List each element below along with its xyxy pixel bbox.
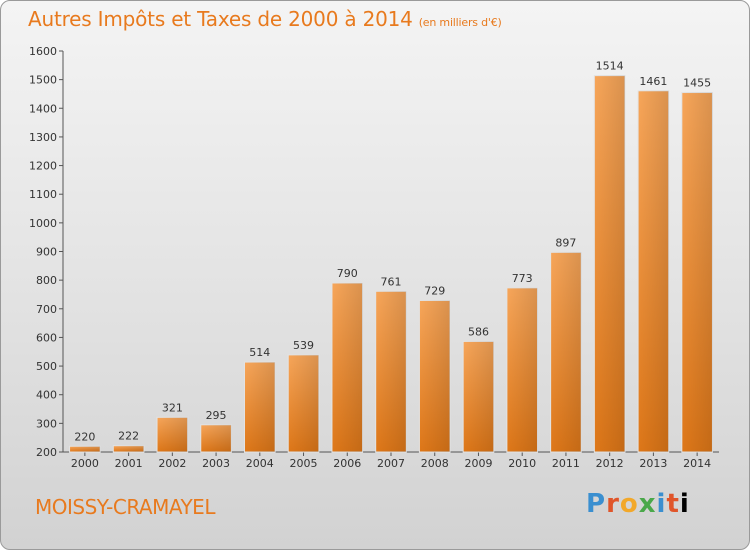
x-tick-label: 2000 bbox=[71, 457, 99, 470]
y-tick-label: 500 bbox=[36, 360, 57, 373]
chart-unit-note: (en milliers d'€) bbox=[418, 16, 502, 29]
proxiti-logo: Proxiti bbox=[586, 489, 690, 519]
y-tick-label: 1500 bbox=[29, 74, 57, 87]
value-label: 897 bbox=[555, 236, 576, 249]
logo-letter: P bbox=[586, 489, 607, 519]
logo-letter: t bbox=[666, 489, 680, 519]
x-tick-label: 2014 bbox=[683, 457, 711, 470]
bar-shade bbox=[681, 92, 713, 453]
value-label: 321 bbox=[162, 401, 183, 414]
bar-shade bbox=[550, 252, 582, 452]
bar-shade bbox=[288, 354, 319, 452]
y-tick-label: 600 bbox=[36, 331, 57, 344]
y-tick-label: 200 bbox=[36, 446, 57, 459]
chart-value-labels: 220 222 321 295 514 539 790 761 729 586 773 897 1514… bbox=[74, 60, 711, 444]
x-tick-label: 2013 bbox=[639, 457, 667, 470]
y-tick-label: 300 bbox=[36, 417, 57, 430]
bar-shade bbox=[200, 424, 232, 452]
value-label: 514 bbox=[249, 346, 270, 359]
x-tick-label: 2001 bbox=[115, 457, 143, 470]
value-label: 1514 bbox=[596, 60, 624, 73]
value-label: 729 bbox=[424, 284, 445, 297]
value-label: 586 bbox=[468, 325, 489, 338]
value-label: 539 bbox=[293, 339, 314, 352]
y-tick-label: 400 bbox=[36, 389, 57, 402]
bar-shade bbox=[69, 446, 101, 452]
bar-shade bbox=[113, 445, 144, 452]
y-tick-label: 700 bbox=[36, 303, 57, 316]
logo-letter: r bbox=[606, 489, 620, 519]
value-label: 761 bbox=[381, 275, 402, 288]
chart-axes: 200 300 400 500 600 700 800 900 1000 1100 1200 1300… bbox=[29, 45, 719, 470]
x-tick-label: 2005 bbox=[290, 457, 318, 470]
bar-shade bbox=[506, 287, 538, 452]
x-tick-label: 2003 bbox=[202, 457, 230, 470]
y-tick-label: 1400 bbox=[29, 102, 57, 115]
x-tick-label: 2007 bbox=[377, 457, 405, 470]
y-tick-label: 1600 bbox=[29, 45, 57, 58]
bar-shade bbox=[419, 300, 451, 452]
value-label: 773 bbox=[512, 272, 533, 285]
bar-shade bbox=[244, 362, 276, 452]
y-tick-label: 1100 bbox=[29, 188, 57, 201]
city-name: MOISSY-CRAMAYEL bbox=[35, 495, 215, 519]
x-tick-label: 2002 bbox=[158, 457, 186, 470]
chart-title-text: Autres Impôts et Taxes de 2000 à 2014 bbox=[28, 7, 413, 31]
bar-shade bbox=[594, 75, 625, 452]
x-tick-label: 2009 bbox=[464, 457, 492, 470]
value-label: 222 bbox=[118, 430, 139, 443]
bar-shade bbox=[331, 283, 363, 452]
x-tick-label: 2011 bbox=[552, 457, 580, 470]
chart-title: Autres Impôts et Taxes de 2000 à 2014 (en… bbox=[28, 7, 502, 31]
y-tick-label: 900 bbox=[36, 246, 57, 259]
x-tick-label: 2012 bbox=[596, 457, 624, 470]
value-label: 1461 bbox=[639, 75, 667, 88]
logo-letter: i bbox=[679, 489, 690, 519]
x-tick-label: 2004 bbox=[246, 457, 274, 470]
logo-letter: o bbox=[619, 489, 639, 519]
value-label: 790 bbox=[337, 267, 358, 280]
bar-shade bbox=[638, 90, 669, 452]
bar-shade bbox=[375, 291, 407, 452]
logo-letter: x bbox=[638, 489, 657, 519]
y-tick-label: 1200 bbox=[29, 160, 57, 173]
x-tick-label: 2010 bbox=[508, 457, 536, 470]
x-tick-label: 2008 bbox=[421, 457, 449, 470]
y-tick-label: 1000 bbox=[29, 217, 57, 230]
chart-bars bbox=[69, 75, 713, 453]
logo-letter: i bbox=[656, 489, 667, 519]
value-label: 295 bbox=[206, 409, 227, 422]
value-label: 1455 bbox=[683, 77, 711, 90]
x-tick-label: 2006 bbox=[333, 457, 361, 470]
y-tick-label: 800 bbox=[36, 274, 57, 287]
bar-shade bbox=[157, 417, 188, 452]
bar-shade bbox=[463, 341, 494, 452]
value-label: 220 bbox=[74, 430, 95, 443]
y-tick-label: 1300 bbox=[29, 131, 57, 144]
